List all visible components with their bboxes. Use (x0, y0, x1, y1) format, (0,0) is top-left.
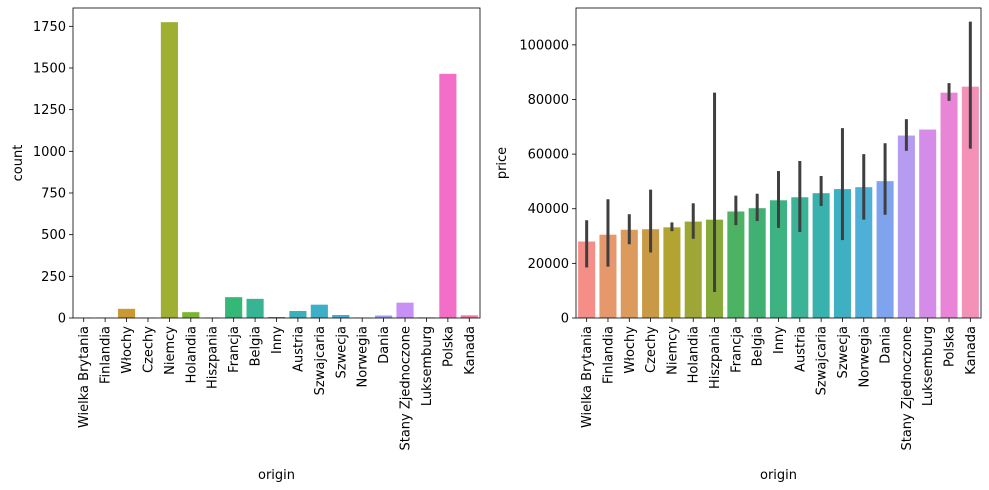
price-x-tick-label: Szwajcaria (815, 326, 830, 395)
count-bar (332, 315, 350, 318)
count-x-tick-label: Francja (227, 326, 242, 373)
count-x-tick-label: Finlandia (99, 326, 114, 384)
price-bar (833, 189, 851, 318)
count-x-tick-label: Kanada (463, 326, 478, 375)
price-bar (620, 229, 638, 318)
count-x-tick-label: Inny (270, 326, 285, 354)
price-bar (642, 229, 660, 318)
count-x-tick-label: Austria (291, 326, 306, 372)
price-x-tick-label: Finlandia (601, 326, 616, 384)
count-x-tick-label: Szwecja (334, 326, 349, 378)
count-bar (375, 315, 393, 318)
price-x-tick-label: Wielka Brytania (580, 326, 595, 428)
count-y-tick-label: 1750 (33, 20, 66, 35)
count-bar (439, 73, 457, 318)
count-x-tick-label: Hiszpania (206, 326, 221, 389)
price-bar (578, 241, 596, 318)
count-x-tick-label: Niemcy (163, 326, 178, 375)
price-x-tick-label: Inny (772, 326, 787, 354)
price-bar (748, 208, 766, 318)
count-y-tick-label: 500 (41, 228, 66, 243)
price-bar (727, 211, 745, 318)
count-y-tick-label: 250 (41, 270, 66, 285)
count-bar (396, 302, 414, 318)
price-bar (769, 200, 788, 318)
price-x-tick-label: Czechy (644, 326, 659, 373)
count-x-tick-label: Holandia (184, 326, 199, 383)
price-y-tick-label: 80000 (528, 93, 569, 108)
price-y-tick-label: 100000 (519, 38, 569, 53)
price-x-tick-label: Holandia (687, 326, 702, 383)
count-x-tick-label: Włochy (120, 326, 135, 374)
price-x-tick-label: Belgia (751, 326, 766, 366)
count-bar (117, 308, 136, 318)
count-bar (289, 311, 307, 318)
price-x-tick-label: Luksemburg (921, 326, 936, 406)
price-bar (855, 187, 873, 318)
price-x-tick-label: Dania (879, 326, 894, 364)
price-x-tick-label: Włochy (623, 326, 638, 374)
count-x-tick-label: Czechy (141, 326, 156, 373)
price-bar (599, 234, 617, 318)
price-bar (791, 197, 809, 318)
price-bar (812, 193, 830, 318)
price-x-tick-label: Francja (729, 326, 744, 373)
price-y-tick-label: 0 (561, 312, 569, 327)
price-x-tick-label: Austria (793, 326, 808, 372)
count-bar (267, 317, 286, 318)
price-y-tick-label: 40000 (528, 202, 569, 217)
count-x-tick-label: Polska (441, 326, 456, 367)
price-bar (961, 86, 979, 318)
count-y-tick-label: 1000 (33, 145, 66, 160)
price-x-tick-label: Szwecja (836, 326, 851, 378)
count-axes-frame (72, 7, 481, 319)
count-x-tick-label: Szwajcaria (313, 326, 328, 395)
price-bar (919, 129, 937, 318)
count-bar (310, 304, 328, 318)
price-chart: 0 20000 40000 60000 80000 100000 Wielka Brytan… (495, 7, 982, 483)
count-bar (160, 22, 178, 318)
price-y-tick-label: 20000 (528, 257, 569, 272)
count-y-tick-label: 1500 (33, 62, 66, 77)
price-x-tick-label: Niemcy (665, 326, 680, 375)
count-y-tick-label: 0 (58, 312, 66, 327)
count-x-tick-label: Norwegia (356, 326, 371, 387)
count-x-tick-label: Wielka Brytania (77, 326, 92, 428)
price-x-axis-label: origin (760, 468, 797, 483)
count-chart: 0 250 500 750 1000 1250 1500 1750 Wielka Brytani… (11, 7, 481, 483)
price-y-axis-label: price (495, 147, 510, 179)
count-x-tick-label: Dania (377, 326, 392, 364)
price-bar (663, 227, 681, 318)
price-x-tick-label: Polska (943, 326, 958, 367)
count-bar (225, 297, 243, 318)
price-y-tick-label: 60000 (528, 148, 569, 163)
count-bar (182, 312, 200, 318)
count-y-tick-label: 1250 (33, 103, 66, 118)
price-bar (876, 181, 894, 318)
price-x-tick-label: Hiszpania (708, 326, 723, 389)
count-bar (246, 298, 264, 318)
count-x-tick-label: Stany Zjednoczone (399, 326, 414, 451)
count-y-tick-label: 750 (41, 187, 66, 202)
price-x-tick-label: Kanada (964, 326, 979, 375)
count-x-axis-label: origin (258, 468, 295, 483)
price-bar (940, 92, 958, 318)
price-bar (897, 135, 915, 318)
price-x-tick-label: Stany Zjednoczone (900, 326, 915, 451)
count-y-axis-label: count (11, 145, 26, 182)
count-x-tick-label: Luksemburg (420, 326, 435, 406)
count-x-tick-label: Belgia (249, 326, 264, 366)
price-bar (684, 221, 702, 318)
count-bar (460, 315, 478, 318)
price-x-tick-label: Norwegia (857, 326, 872, 387)
